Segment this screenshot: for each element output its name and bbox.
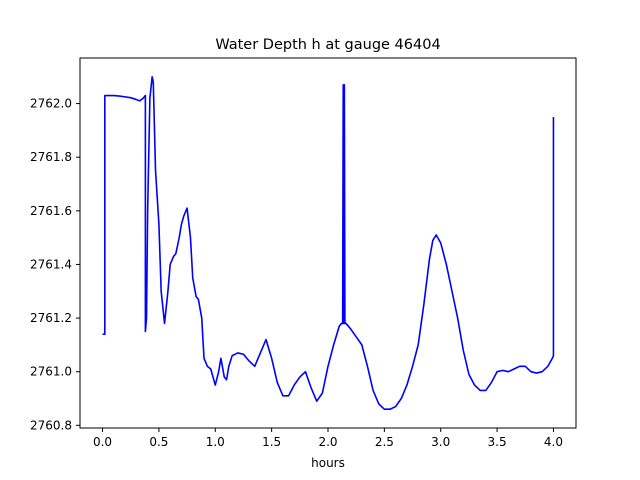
y-tick-label: 2762.0 [30,97,72,111]
x-tick-label: 2.0 [318,435,337,449]
y-tick-label: 2761.0 [30,365,72,379]
y-tick-label: 2760.8 [30,418,72,432]
y-tick-label: 2761.2 [30,311,72,325]
y-tick-label: 2761.6 [30,204,72,218]
x-tick-label: 0.0 [93,435,112,449]
x-axis: 0.0 0.5 1.0 1.5 2.0 2.5 3.0 3.5 4.0 [93,428,563,449]
y-tick-label: 2761.4 [30,257,72,271]
x-tick-label: 1.5 [262,435,281,449]
y-tick-label: 2761.8 [30,150,72,164]
x-tick-label: 2.5 [375,435,394,449]
x-tick-label: 3.5 [488,435,507,449]
chart-title: Water Depth h at gauge 46404 [215,37,440,53]
x-axis-label: hours [311,456,345,470]
series-line-water-depth [102,75,555,411]
x-tick-label: 4.0 [544,435,563,449]
y-axis: 2760.8 2761.0 2761.2 2761.4 2761.6 2761.8 2762… [30,97,80,432]
x-tick-label: 1.0 [206,435,225,449]
plot-area [102,75,555,411]
x-tick-label: 0.5 [149,435,168,449]
x-tick-label: 3.0 [431,435,450,449]
